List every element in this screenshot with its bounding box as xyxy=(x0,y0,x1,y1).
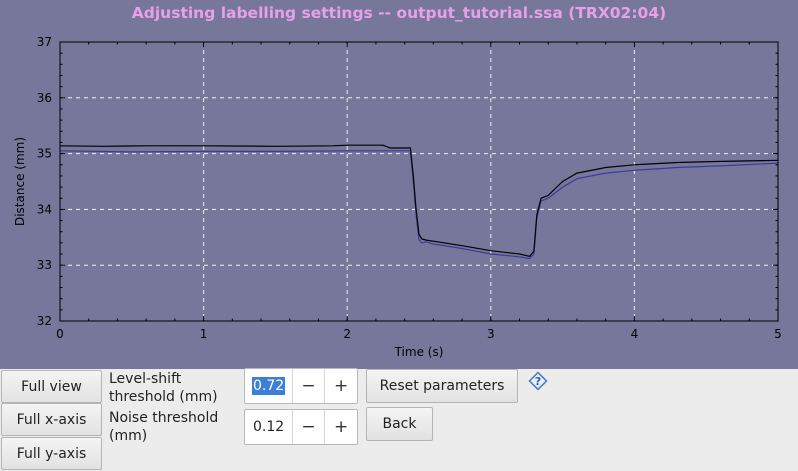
y-tick-label: 32 xyxy=(37,314,52,328)
level-shift-threshold-spinbox[interactable]: 0.72 − + xyxy=(244,368,358,404)
x-axis-label: Time (s) xyxy=(394,345,444,359)
y-tick-label: 34 xyxy=(37,202,52,216)
svg-text:?: ? xyxy=(535,375,541,388)
y-tick-label: 35 xyxy=(37,147,52,161)
x-tick-label: 4 xyxy=(631,327,639,341)
question-diamond-icon[interactable]: ? xyxy=(528,371,548,391)
x-tick-label: 2 xyxy=(343,327,351,341)
y-tick-label: 33 xyxy=(37,258,52,272)
noise-increase-button[interactable]: + xyxy=(334,417,349,437)
y-tick-label: 37 xyxy=(37,35,52,49)
noise-threshold-label: Noise threshold (mm) xyxy=(109,410,219,444)
series-line xyxy=(59,144,779,257)
level-shift-increase-button[interactable]: + xyxy=(334,376,349,396)
level-shift-threshold-label: Level-shift threshold (mm) xyxy=(109,371,218,405)
back-button[interactable]: Back xyxy=(366,407,433,441)
x-tick-label: 0 xyxy=(56,327,64,341)
x-tick-label: 1 xyxy=(200,327,208,341)
plot-title: Adjusting labelling settings -- output_t… xyxy=(131,4,667,22)
x-tick-label: 5 xyxy=(774,327,782,341)
plot-area: Adjusting labelling settings -- output_t… xyxy=(0,0,798,369)
full-y-axis-button[interactable]: Full y-axis xyxy=(1,437,102,470)
y-axis-label: Distance (mm) xyxy=(13,137,27,226)
y-tick-label: 36 xyxy=(37,91,52,105)
series-line xyxy=(59,150,779,260)
noise-decrease-button[interactable]: − xyxy=(293,410,326,444)
noise-threshold-input[interactable]: 0.12 xyxy=(245,410,293,444)
level-shift-decrease-button[interactable]: − xyxy=(293,369,326,403)
full-view-button[interactable]: Full view xyxy=(1,370,102,403)
plot-frame xyxy=(59,41,779,322)
level-shift-threshold-input[interactable]: 0.72 xyxy=(245,369,293,403)
noise-threshold-spinbox[interactable]: 0.12 − + xyxy=(244,409,358,445)
x-tick-label: 3 xyxy=(487,327,495,341)
reset-parameters-button[interactable]: Reset parameters xyxy=(366,369,518,403)
full-x-axis-button[interactable]: Full x-axis xyxy=(1,403,102,436)
